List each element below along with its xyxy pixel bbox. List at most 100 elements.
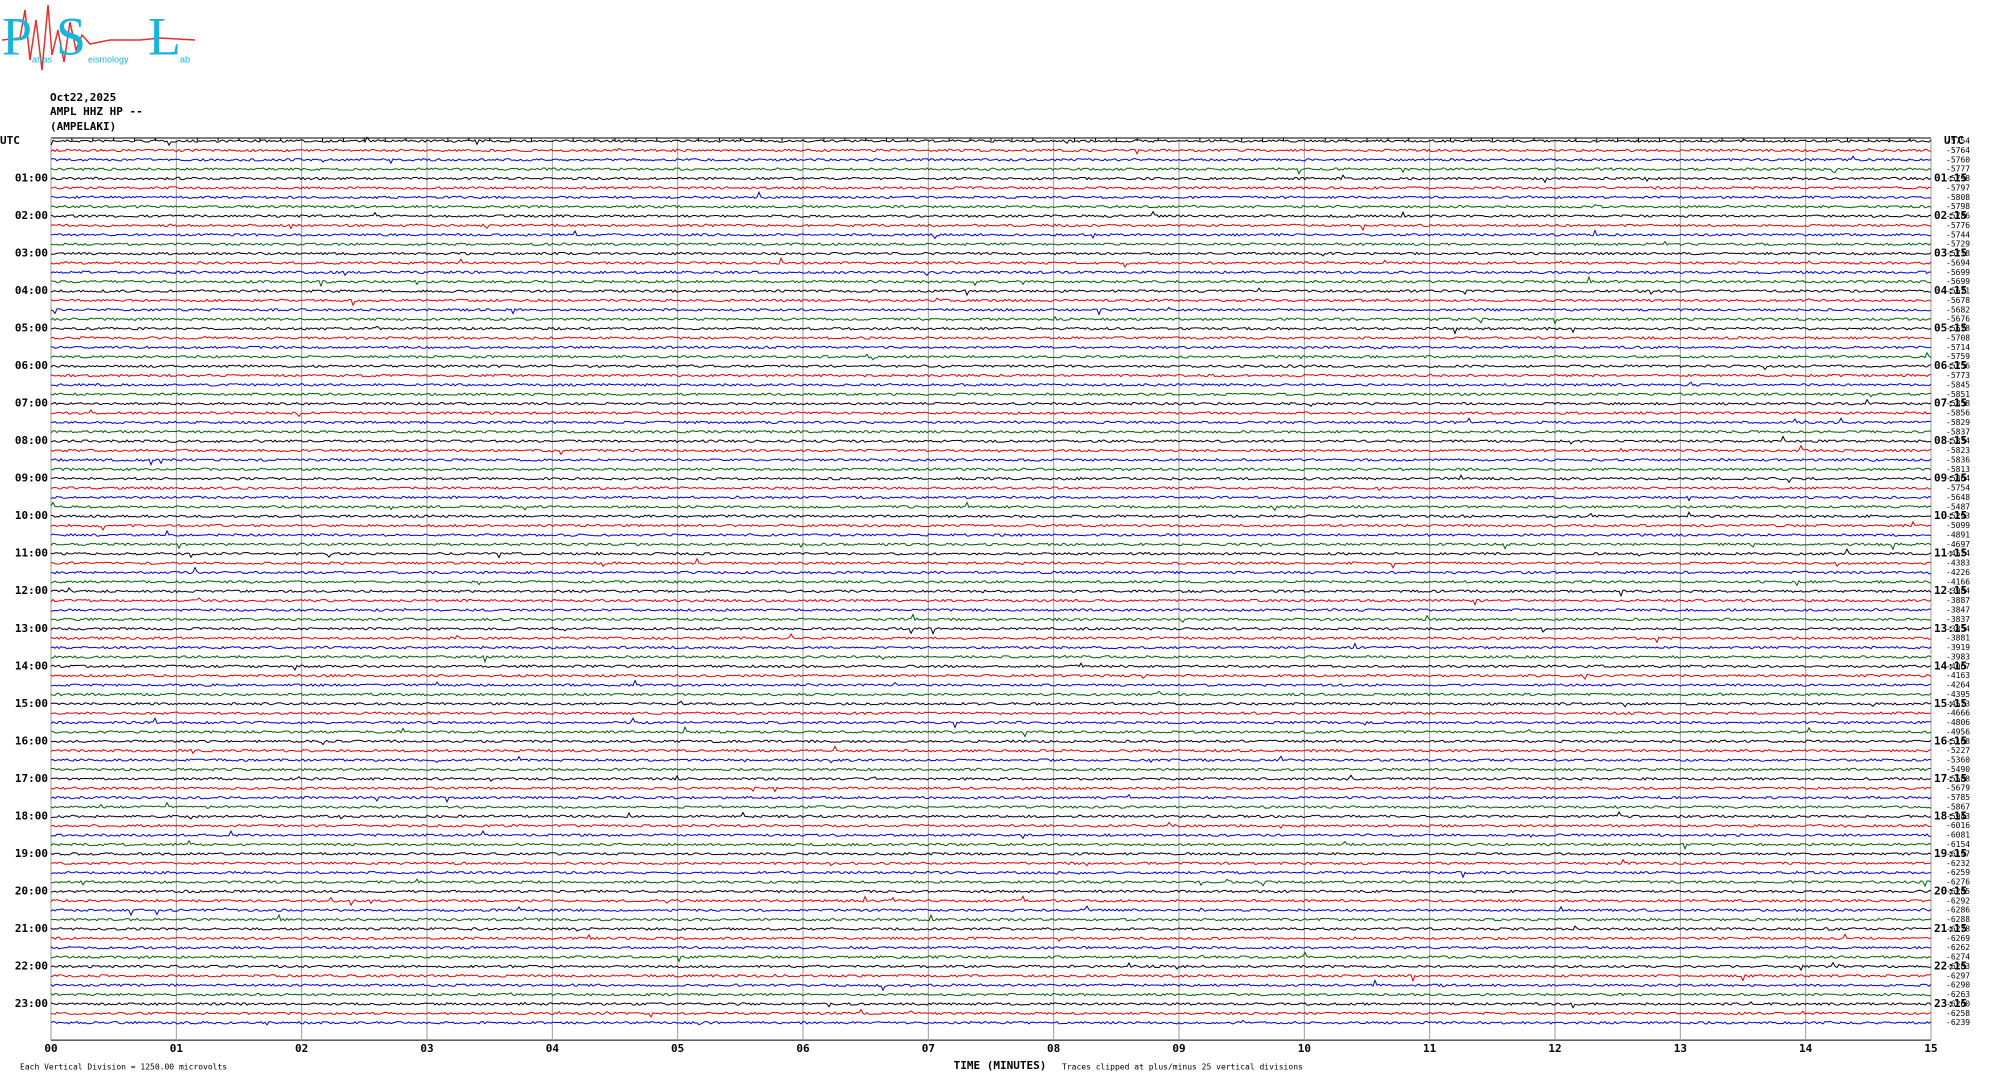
offset-label: -4383 [1946, 559, 1970, 568]
offset-label: -5756 [1946, 362, 1970, 371]
hour-label: 15:00 [15, 697, 48, 710]
hour-label-right: 16:15 [1934, 734, 1967, 747]
trace [50, 229, 1932, 240]
hour-label-right: 17:15 [1934, 772, 1967, 785]
trace [50, 520, 1932, 532]
trace [50, 905, 1932, 917]
hour-label-right: 10:15 [1934, 509, 1967, 522]
offset-label: -6154 [1946, 840, 1970, 849]
trace [50, 613, 1932, 623]
offset-label: -5759 [1946, 352, 1970, 361]
trace [50, 951, 1932, 963]
trace [50, 203, 1932, 209]
offset-label: -3847 [1946, 606, 1970, 615]
offset-label: -6081 [1946, 831, 1970, 840]
trace [50, 1001, 1932, 1009]
offset-label: -6016 [1946, 821, 1970, 830]
offset-label: -5729 [1946, 240, 1970, 249]
trace [50, 398, 1932, 408]
trace [50, 351, 1932, 361]
hour-label: 21:00 [15, 922, 48, 935]
date: Oct22,2025 [50, 91, 116, 104]
hour-label-right: 03:15 [1934, 247, 1967, 260]
offset-label: -5851 [1946, 390, 1970, 399]
trace [50, 373, 1932, 378]
offset-label: -6239 [1946, 1018, 1970, 1027]
trace [50, 755, 1932, 764]
trace [50, 810, 1932, 820]
trace [50, 839, 1932, 851]
trace [50, 542, 1932, 551]
trace [50, 223, 1932, 232]
hour-label-right: 12:15 [1934, 584, 1967, 597]
hour-label: 05:00 [15, 322, 48, 335]
trace [50, 444, 1932, 456]
hour-label: 07:00 [15, 397, 48, 410]
hour-label-right: 14:15 [1934, 659, 1967, 672]
minute-label: 07 [922, 1042, 935, 1055]
offset-label: -5293 [1946, 512, 1970, 521]
hour-label-right: 18:15 [1934, 809, 1967, 822]
offset-label: -5786 [1946, 212, 1970, 221]
offset-label: -3881 [1946, 634, 1970, 643]
offset-label: -4395 [1946, 690, 1970, 699]
offset-label: -5777 [1946, 165, 1970, 174]
hour-label-right: 02:15 [1934, 209, 1967, 222]
offset-label: -5714 [1946, 343, 1970, 352]
logo-wave [1, 4, 196, 71]
utc-right: UTC [1944, 134, 1964, 147]
trace [50, 725, 1932, 738]
hour-label-right: 15:15 [1934, 697, 1967, 710]
offset-label: -5360 [1946, 756, 1970, 765]
trace [50, 579, 1932, 587]
trace [50, 511, 1932, 519]
trace [50, 458, 1932, 467]
offset-label: -5099 [1946, 521, 1970, 530]
trace [50, 417, 1932, 425]
offset-label: -3887 [1946, 596, 1970, 605]
trace [50, 607, 1932, 612]
offset-label: -6292 [1946, 896, 1970, 905]
trace [50, 251, 1932, 257]
offset-label: -5676 [1946, 315, 1970, 324]
scale-note: Each Vertical Division = 1250.00 microvo… [20, 1063, 227, 1072]
minute-label: 00 [44, 1042, 57, 1055]
hour-label-right: 20:15 [1934, 884, 1967, 897]
hour-label-right: 08:15 [1934, 434, 1967, 447]
station: AMPL HHZ HP -- [50, 105, 143, 118]
hour-label: 10:00 [15, 509, 48, 522]
trace [50, 240, 1932, 247]
minute-label: 02 [295, 1042, 308, 1055]
trace [50, 961, 1932, 972]
hour-label-right: 22:15 [1934, 959, 1967, 972]
hour-label: 08:00 [15, 434, 48, 447]
offset-label: -4163 [1946, 671, 1970, 680]
offset-label: -4697 [1946, 540, 1970, 549]
offset-label: -6288 [1946, 915, 1970, 924]
hour-label: 18:00 [15, 809, 48, 822]
hour-label-right: 06:15 [1934, 359, 1967, 372]
hour-label: 11:00 [15, 547, 48, 560]
trace [50, 597, 1932, 607]
offset-label: -5678 [1946, 324, 1970, 333]
offset-label: -5490 [1946, 765, 1970, 774]
offset-label: -6232 [1946, 859, 1970, 868]
trace [50, 287, 1932, 297]
minute-label: 04 [546, 1042, 560, 1055]
offset-label: -5798 [1946, 202, 1970, 211]
offset-label: -5754 [1946, 137, 1970, 146]
trace [50, 679, 1932, 688]
offset-label: -3983 [1946, 652, 1970, 661]
trace [50, 821, 1932, 829]
offset-label: -5708 [1946, 333, 1970, 342]
hour-label: 23:00 [15, 997, 48, 1010]
offset-label: -5823 [1946, 446, 1970, 455]
offset-label: -5773 [1946, 371, 1970, 380]
offset-label: -6260 [1946, 999, 1970, 1008]
trace [50, 1008, 1932, 1019]
offset-label: -5836 [1946, 455, 1970, 464]
hour-label: 22:00 [15, 959, 48, 972]
logo-letter: P [2, 6, 32, 66]
offset-label: -6259 [1946, 868, 1970, 877]
hour-label: 06:00 [15, 359, 48, 372]
